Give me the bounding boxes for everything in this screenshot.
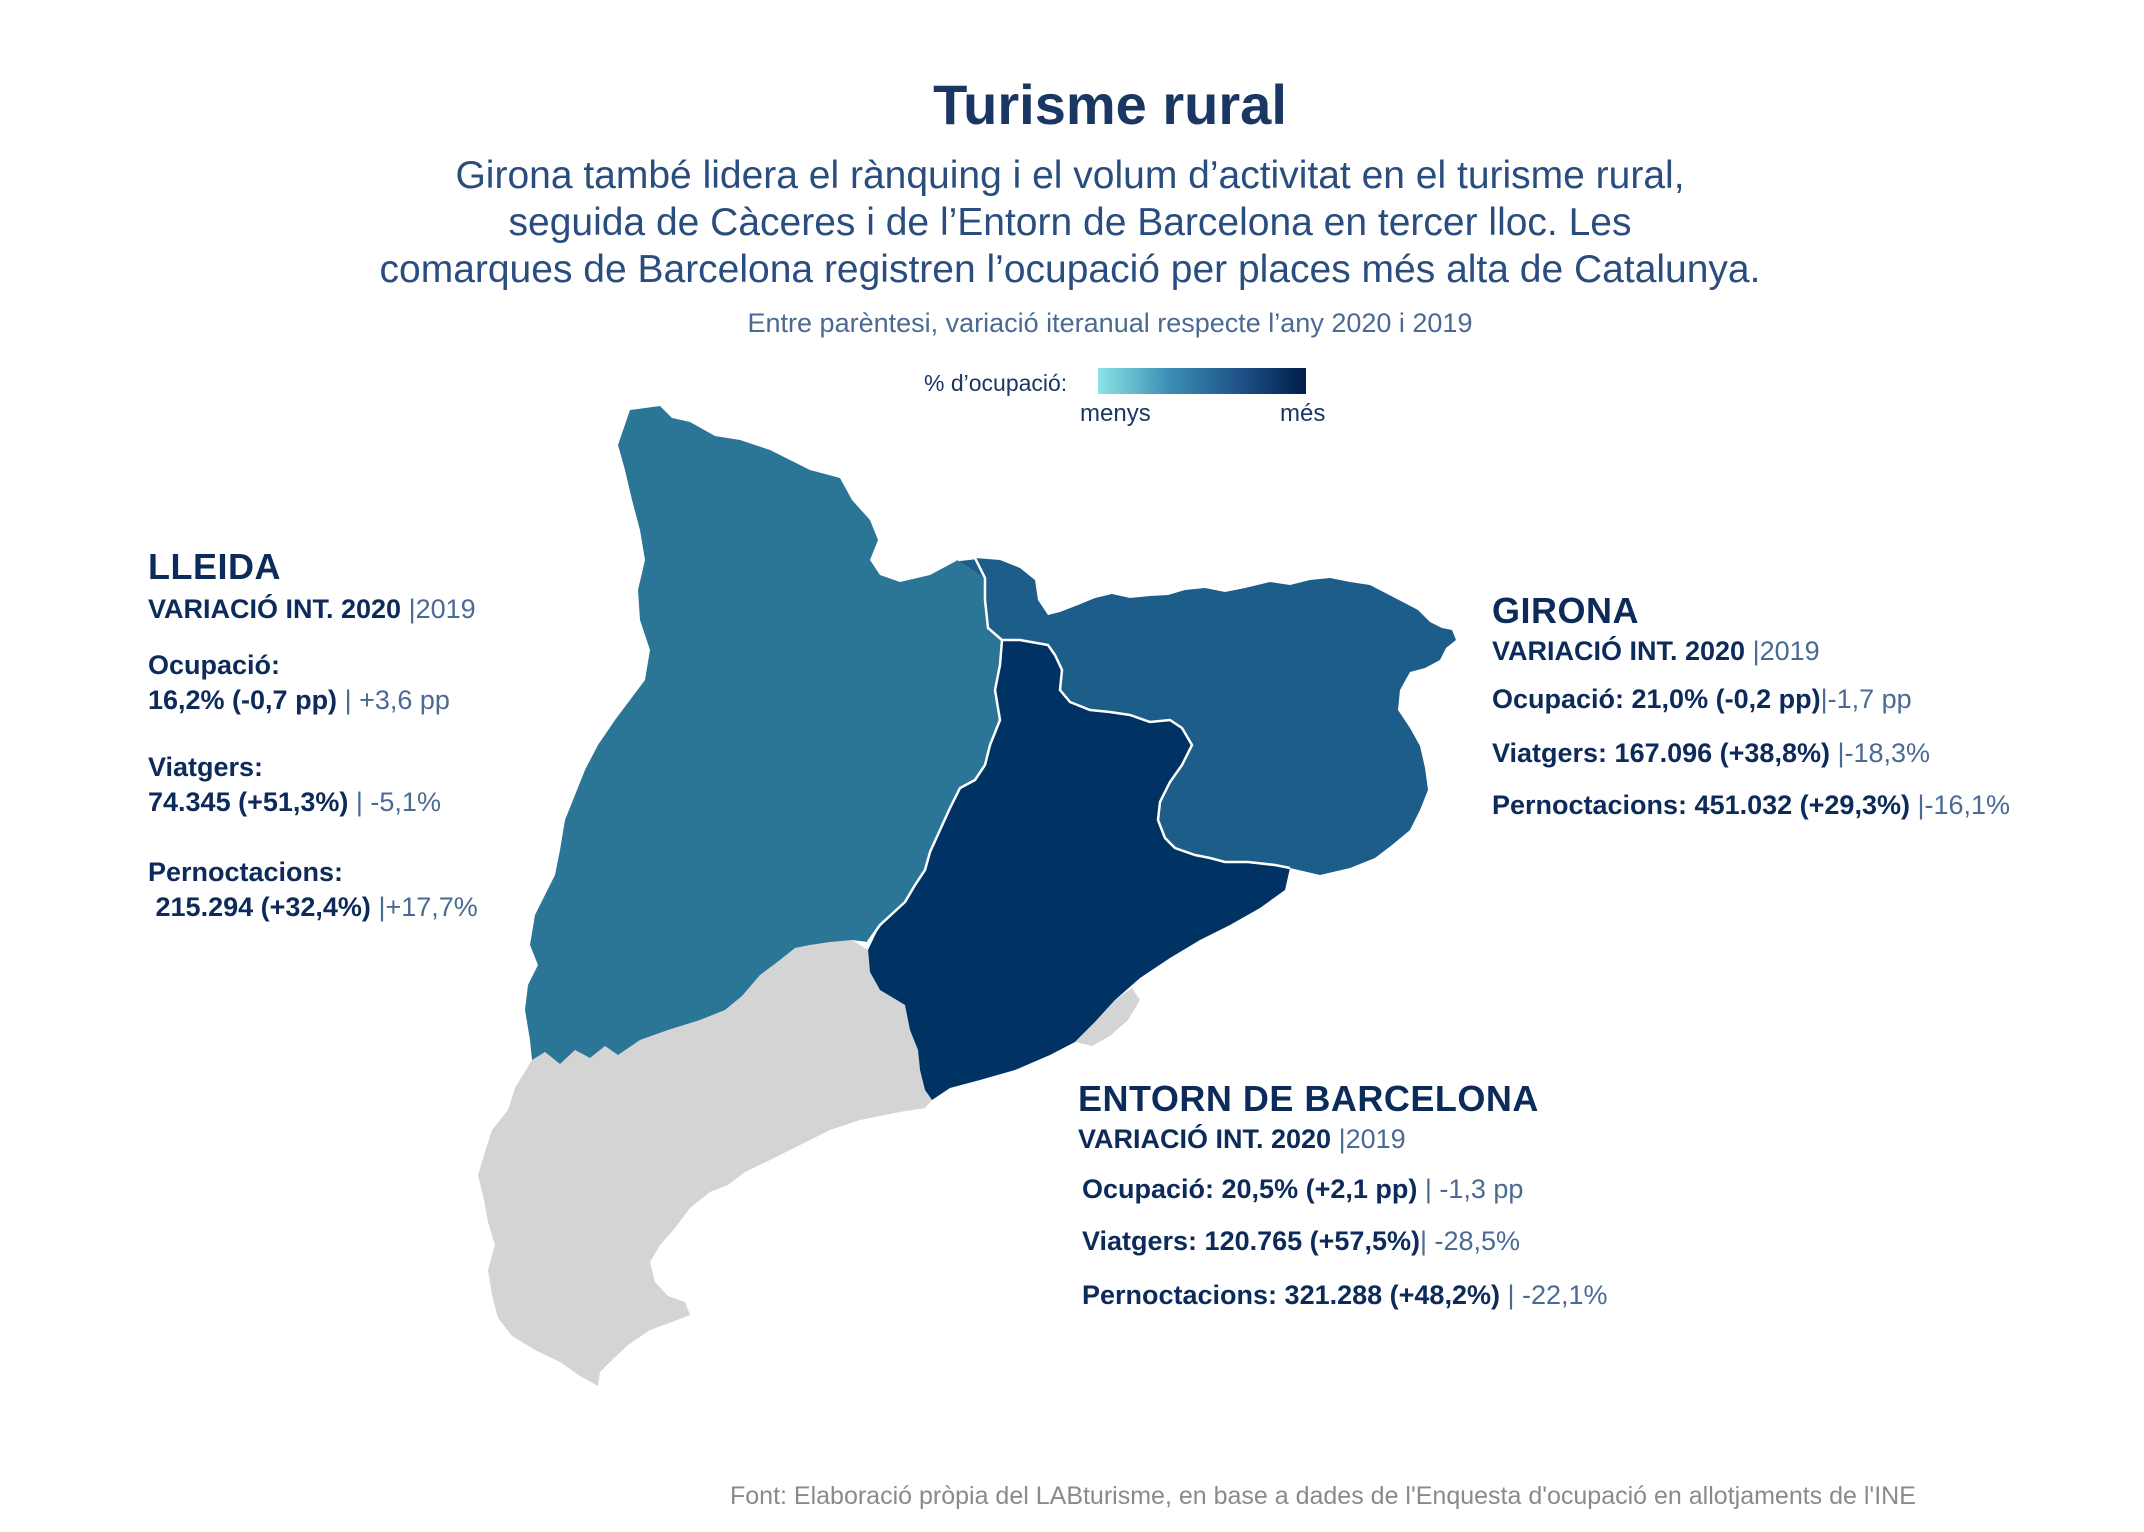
barcelona-ocupacio: Ocupació: 20,5% (+2,1 pp) | -1,3 pp [1082,1172,1523,1207]
variation-note: Entre parèntesi, variació iteranual resp… [747,308,1473,338]
barcelona-var-main: VARIACIÓ INT. 2020 [1078,1124,1332,1154]
lleida-ocupacio: Ocupació: 16,2% (-0,7 pp) | +3,6 pp [148,648,450,718]
girona-variation-header: VARIACIÓ INT. 2020 |2019 [1492,636,1820,667]
barcelona-ocupacio-value: Ocupació: 20,5% (+2,1 pp) [1082,1174,1418,1204]
barcelona-viatgers-value: Viatgers: 120.765 (+57,5%) [1082,1226,1420,1256]
lleida-pernoctacions: Pernoctacions: 215.294 (+32,4%) |+17,7% [148,855,478,925]
girona-pernoctacions-value: Pernoctacions: 451.032 (+29,3%) [1492,790,1910,820]
region-borders [866,556,1291,943]
lleida-title: LLEIDA [148,546,281,587]
barcelona-pernoctacions: Pernoctacions: 321.288 (+48,2%) | -22,1% [1082,1278,1608,1313]
girona-viatgers: Viatgers: 167.096 (+38,8%) |-18,3% [1492,736,1930,771]
barcelona-variation-header: VARIACIÓ INT. 2020 |2019 [1078,1124,1406,1155]
region-barcelona-city [1075,988,1140,1046]
subtitle-line-1: Girona també lidera el rànquing i el vol… [455,154,1685,197]
barcelona-pernoctacions-alt: | -22,1% [1507,1280,1608,1310]
lleida-pernoctacions-value: 215.294 (+32,4%) [155,892,371,922]
lleida-var-main: VARIACIÓ INT. 2020 [148,594,402,624]
barcelona-viatgers-alt: | -28,5% [1419,1226,1521,1256]
map-title: Turisme rural [933,73,1287,136]
girona-ocupacio-value: Ocupació: 21,0% (-0,2 pp) [1492,684,1821,714]
lleida-variation-header: VARIACIÓ INT. 2020 |2019 [148,594,476,625]
girona-pernoctacions-alt: |-16,1% [1917,790,2011,820]
barcelona-viatgers: Viatgers: 120.765 (+57,5%)| -28,5% [1082,1224,1520,1259]
girona-viatgers-alt: |-18,3% [1837,738,1931,768]
girona-title: GIRONA [1492,590,1639,631]
lleida-ocupacio-value: 16,2% (-0,7 pp) [148,685,338,715]
region-girona [958,558,1456,875]
legend-color-scale [1098,368,1306,394]
girona-ocupacio: Ocupació: 21,0% (-0,2 pp)|-1,7 pp [1492,682,1912,717]
lleida-viatgers-value: 74.345 (+51,3%) [148,787,349,817]
barcelona-ocupacio-alt: | -1,3 pp [1424,1174,1524,1204]
girona-var-main: VARIACIÓ INT. 2020 [1492,636,1746,666]
legend-label: % d’ocupació: [924,370,1068,396]
source-note: Font: Elaboració pròpia del LABturisme, … [730,1482,1916,1510]
girona-pernoctacions: Pernoctacions: 451.032 (+29,3%) |-16,1% [1492,788,2010,823]
barcelona-title: ENTORN DE BARCELONA [1078,1078,1539,1119]
legend-max-label: més [1280,400,1326,427]
legend-min-label: menys [1080,400,1151,427]
region-barcelona [868,640,1290,1100]
girona-ocupacio-alt: |-1,7 pp [1820,684,1912,714]
lleida-var-alt: |2019 [408,594,476,624]
subtitle-line-2: seguida de Càceres i de l’Entorn de Barc… [508,201,1632,244]
lleida-ocupacio-label: Ocupació: [148,650,281,680]
lleida-viatgers-alt: | -5,1% [355,787,441,817]
lleida-pernoctacions-alt: |+17,7% [378,892,478,922]
lleida-viatgers: Viatgers: 74.345 (+51,3%) | -5,1% [148,750,441,820]
region-lleida [525,406,1002,1064]
subtitle-line-3: comarques de Barcelona registren l’ocupa… [379,248,1761,291]
lleida-viatgers-label: Viatgers: [148,752,264,782]
lleida-pernoctacions-label: Pernoctacions: [148,857,344,887]
girona-var-alt: |2019 [1752,636,1820,666]
barcelona-var-alt: |2019 [1338,1124,1406,1154]
barcelona-pernoctacions-value: Pernoctacions: 321.288 (+48,2%) [1082,1280,1500,1310]
region-tarragona [478,940,932,1386]
girona-viatgers-value: Viatgers: 167.096 (+38,8%) [1492,738,1830,768]
lleida-ocupacio-alt: | +3,6 pp [344,685,450,715]
